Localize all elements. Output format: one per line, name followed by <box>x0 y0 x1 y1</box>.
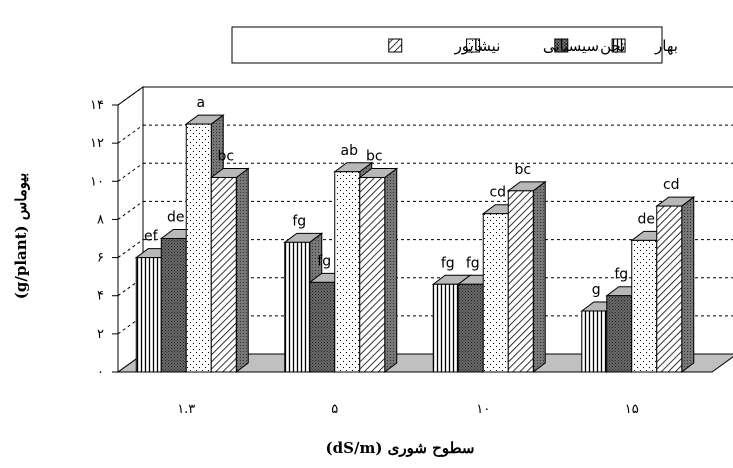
y-tick-label: ۶ <box>97 251 104 266</box>
data-label: fg <box>466 255 480 271</box>
y-axis-title: بیوماس (g/plant) <box>12 173 30 300</box>
bar <box>507 190 534 373</box>
gridline-side <box>117 162 144 182</box>
data-label: fg <box>317 253 331 269</box>
data-label: g <box>592 282 601 298</box>
bar-side <box>681 196 695 373</box>
y-tick-label: ۰ <box>97 365 104 380</box>
data-label: ab <box>341 143 359 159</box>
legend-swatch <box>466 38 481 53</box>
data-label: cd <box>489 185 506 201</box>
bar <box>160 238 187 373</box>
x-tick-label: ۵ <box>331 402 338 417</box>
bar <box>606 295 633 373</box>
gridline-side <box>117 201 144 220</box>
bar <box>309 281 336 373</box>
bar <box>457 283 484 373</box>
y-tick-label: ۱۲ <box>90 136 104 151</box>
data-label: fg <box>614 267 628 283</box>
data-label: ef <box>144 229 159 245</box>
legend-label: تجن <box>600 37 625 55</box>
data-label: bc <box>217 148 234 164</box>
legend-label: سیستانی <box>543 37 599 55</box>
data-label: cd <box>663 177 680 193</box>
bar <box>135 257 162 373</box>
bar-side <box>235 167 249 373</box>
data-label: a <box>196 95 205 111</box>
data-label: fg <box>441 255 455 271</box>
bar <box>185 123 212 373</box>
y-tick-label: ۴ <box>97 289 104 304</box>
bar <box>581 310 608 373</box>
data-label: de <box>167 210 185 226</box>
data-label: bc <box>366 148 383 164</box>
x-tick-label: ۱۵ <box>625 402 639 417</box>
data-label: de <box>638 211 656 227</box>
y-tick-label: ۱۴ <box>90 98 104 113</box>
y-tick-label: ۸ <box>97 212 104 227</box>
y-tick-label: ۱۰ <box>90 174 104 189</box>
legend-box <box>231 26 663 64</box>
gridline-side <box>117 124 144 144</box>
legend-swatch <box>388 38 403 53</box>
gridline-side <box>117 86 144 106</box>
legend-swatch <box>554 38 569 53</box>
bar <box>631 239 658 373</box>
y-axis: ۰ ۲ ۴ ۶ ۸ ۱۰ ۱۲ ۱۴ <box>90 98 119 380</box>
x-tick-label: ۱.۳ <box>177 402 195 417</box>
legend-label: نیشابور <box>454 37 501 55</box>
x-tick-label: ۱۰ <box>476 402 490 417</box>
bar <box>284 241 311 373</box>
bar <box>482 213 509 373</box>
bars <box>134 114 696 373</box>
bar <box>334 171 361 373</box>
gridline-side <box>117 239 144 258</box>
legend-label: بهار <box>654 37 678 55</box>
bar <box>656 205 683 373</box>
legend-swatch <box>611 38 626 53</box>
x-axis-title: سطوح شوری (dS/m) <box>326 439 475 457</box>
bar <box>432 283 459 373</box>
y-tick-label: ۲ <box>97 327 104 342</box>
data-label: fg <box>292 213 306 229</box>
bar <box>359 176 386 373</box>
x-axis: ۱.۳ ۵ ۱۰ ۱۵ <box>177 402 639 417</box>
bar-side <box>532 180 546 373</box>
bar <box>210 176 237 373</box>
bar-side <box>384 167 398 373</box>
data-label: bc <box>514 162 531 178</box>
